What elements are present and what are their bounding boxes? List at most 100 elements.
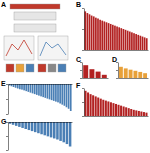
bar [112, 103, 114, 116]
bar [101, 21, 103, 50]
schematic-box [10, 4, 60, 9]
bar [102, 75, 107, 78]
y-axis [82, 89, 85, 117]
bar [129, 70, 133, 78]
schematic-box [14, 24, 56, 32]
panel-label: D [112, 56, 117, 63]
bar [112, 25, 114, 50]
bar [55, 84, 57, 102]
bar [66, 122, 69, 144]
chart-panel: F [76, 82, 149, 117]
axis-line [118, 63, 119, 79]
bar [129, 32, 131, 50]
bar [19, 84, 21, 89]
bar [135, 34, 137, 50]
bar [115, 104, 117, 116]
axis-line [9, 122, 73, 123]
bar [133, 33, 135, 50]
axis-line [84, 89, 85, 117]
bar [110, 102, 112, 116]
bar [127, 31, 129, 50]
bar [53, 122, 56, 138]
bar [96, 72, 101, 78]
x-axis [119, 78, 149, 79]
chart-panel: D [112, 56, 149, 79]
bar [140, 112, 142, 116]
schematic-trace [6, 40, 32, 56]
bar [135, 110, 137, 116]
bar [89, 69, 94, 78]
bar [114, 26, 116, 50]
tick [82, 116, 84, 117]
tick [6, 150, 8, 151]
y-axis [116, 63, 119, 79]
bar [47, 122, 50, 136]
bar [40, 84, 42, 96]
tick-mark [6, 114, 8, 115]
tick [6, 136, 8, 137]
bar [90, 94, 92, 116]
bar [85, 91, 87, 116]
bar [95, 18, 97, 50]
tick-mark [116, 70, 118, 71]
bar [105, 101, 107, 116]
bar [128, 108, 130, 116]
bar [83, 65, 88, 78]
bar [47, 84, 49, 99]
tick [116, 78, 118, 79]
y-axis [6, 85, 9, 115]
bar [131, 32, 133, 50]
tick [82, 8, 84, 9]
bar [143, 112, 145, 116]
schematic-box [6, 64, 14, 72]
panel-label: B [76, 1, 81, 8]
bar [145, 113, 147, 116]
axis-line [84, 9, 85, 51]
tick-mark [6, 136, 8, 137]
bar [144, 37, 146, 50]
schematic-box [38, 64, 46, 72]
chart-panel: C [76, 56, 109, 79]
bar [42, 84, 44, 97]
bars [85, 91, 148, 116]
tick [6, 122, 8, 123]
bar [44, 84, 46, 98]
tick [82, 29, 84, 30]
bar [118, 27, 120, 50]
axis-line [82, 63, 83, 79]
bar [91, 16, 93, 50]
bar [133, 110, 135, 116]
schematic-box [4, 36, 34, 60]
bar [100, 99, 102, 116]
y-axis [6, 123, 9, 151]
bar [87, 92, 89, 116]
bar [123, 106, 125, 116]
bar [36, 84, 38, 95]
bar [37, 122, 40, 133]
tick [82, 88, 84, 89]
bar [56, 122, 59, 140]
bar [92, 95, 94, 116]
tick-mark [116, 78, 118, 79]
tick-mark [6, 84, 8, 85]
tick [80, 70, 82, 71]
bars [8, 84, 71, 111]
bar [119, 67, 123, 78]
x-axis [9, 84, 73, 85]
tick-mark [6, 99, 8, 100]
axis-line [9, 84, 73, 85]
chart-panel: G [1, 118, 73, 151]
axis-line [85, 50, 149, 51]
bars [84, 11, 147, 50]
tick-mark [80, 62, 82, 63]
bar [108, 23, 110, 50]
x-axis [9, 122, 73, 123]
tick-mark [116, 62, 118, 63]
bar [142, 37, 144, 50]
panel-label: F [76, 82, 81, 89]
panel-label: G [1, 118, 7, 125]
bar [143, 73, 147, 78]
bar [51, 84, 53, 100]
chart-panel: E [1, 80, 73, 115]
bar [138, 72, 142, 78]
